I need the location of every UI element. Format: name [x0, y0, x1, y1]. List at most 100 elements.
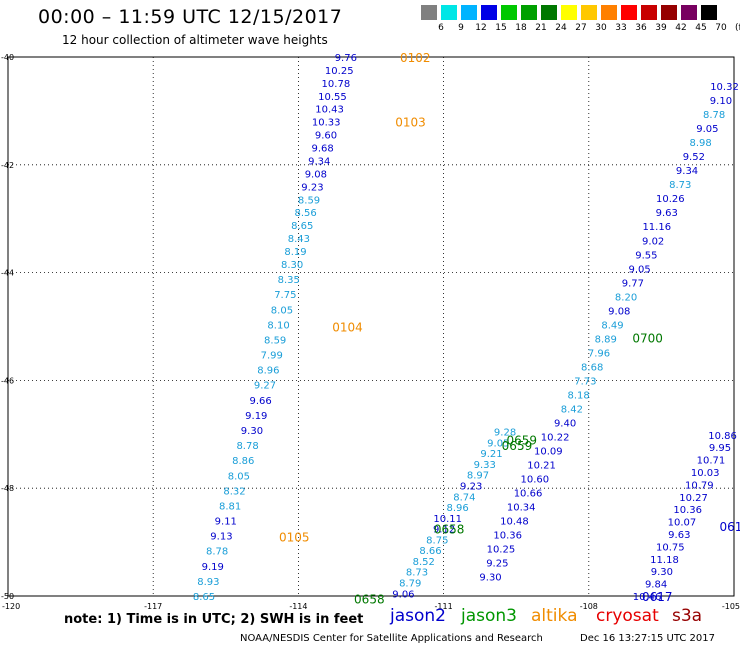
latitude-label: -44 — [1, 269, 14, 278]
wave-height-label: 10.25 — [325, 66, 354, 77]
wave-height-label: 8.35 — [278, 275, 300, 286]
wave-height-label: 9.40 — [554, 418, 576, 429]
wave-height-label: 10.78 — [322, 79, 351, 90]
wave-height-label: 8.32 — [223, 486, 245, 497]
wave-height-label: 8.59 — [298, 195, 320, 206]
color-scale-label: 30 — [595, 23, 607, 33]
wave-height-label: 9.10 — [710, 96, 732, 107]
latitude-label: -48 — [1, 484, 14, 493]
color-scale-label: 9 — [458, 23, 464, 33]
track-jason2-west: 9.7610.2510.7810.5510.4310.339.609.689.3… — [193, 53, 357, 603]
wave-height-label: 8.49 — [601, 320, 623, 331]
color-swatch — [501, 5, 517, 20]
wave-height-label: 9.23 — [301, 182, 323, 193]
legend-altika: altika — [531, 606, 578, 626]
wave-height-label: 8.96 — [447, 503, 469, 514]
wave-height-label: 8.98 — [689, 138, 711, 149]
color-scale-label: 45 — [695, 23, 707, 33]
wave-height-label: 9.63 — [656, 208, 678, 219]
wave-height-label: 10.03 — [691, 468, 720, 479]
color-swatch — [481, 5, 497, 20]
wave-height-label: 9.05 — [696, 124, 718, 135]
wave-height-label: 8.65 — [291, 221, 313, 232]
longitude-label: -111 — [435, 602, 453, 611]
wave-height-label: 8.59 — [264, 335, 286, 346]
credit-text: NOAA/NESDIS Center for Satellite Applica… — [240, 633, 543, 644]
wave-height-label: 7.75 — [274, 290, 296, 301]
wave-height-label: 8.78 — [703, 110, 725, 121]
color-scale-label: 15 — [495, 23, 507, 33]
color-swatch — [561, 5, 577, 20]
wave-height-label: 9.12 — [433, 525, 455, 536]
wave-height-label: 8.74 — [453, 492, 475, 503]
wave-height-label: 10.66 — [514, 489, 543, 500]
wave-height-label: 9.27 — [254, 381, 276, 392]
wave-height-label: 8.81 — [219, 501, 241, 512]
longitude-label: -120 — [2, 602, 20, 611]
generated-timestamp: Dec 16 13:27:15 UTC 2017 — [580, 633, 715, 644]
wave-height-label: 8.42 — [561, 404, 583, 415]
wave-height-label: 10.22 — [541, 432, 570, 443]
wave-height-label: 10.33 — [312, 118, 341, 129]
wave-height-label: 7.99 — [261, 351, 283, 362]
wave-height-label: 9.19 — [245, 411, 267, 422]
units-note: note: 1) Time is in UTC; 2) SWH is in fe… — [64, 612, 364, 627]
wave-height-label: 9.05 — [628, 264, 650, 275]
pass-time-label: 0618 — [719, 520, 740, 534]
wave-height-label: 10.32 — [710, 82, 739, 93]
wave-height-label: 9.95 — [709, 443, 731, 454]
wave-height-label: 10.36 — [673, 505, 702, 516]
wave-height-label: 8.18 — [568, 390, 590, 401]
wave-height-label: 9.55 — [635, 250, 657, 261]
wave-height-label: 11.16 — [642, 222, 671, 233]
graticule — [8, 57, 734, 596]
latitude-label: -40 — [1, 53, 14, 62]
wave-height-label: 10.43 — [315, 105, 344, 116]
wave-height-label: 10.26 — [656, 194, 685, 205]
color-scale-label: 39 — [655, 23, 667, 33]
color-swatch — [541, 5, 557, 20]
color-swatch — [641, 5, 657, 20]
color-swatch — [701, 5, 717, 20]
wave-height-label: 11.18 — [650, 555, 679, 566]
color-swatch — [521, 5, 537, 20]
wave-height-label: 8.19 — [284, 247, 306, 258]
wave-height-label: 10.11 — [433, 514, 462, 525]
wave-height-label: 7.73 — [574, 376, 596, 387]
wave-height-label: 9.08 — [305, 169, 327, 180]
wave-height-label: 8.65 — [193, 592, 215, 603]
wave-height-label: 8.73 — [406, 568, 428, 579]
wave-height-label: 9.33 — [474, 460, 496, 471]
color-swatch — [601, 5, 617, 20]
wave-height-label: 9.19 — [202, 562, 224, 573]
pass-time-label: 0658 — [354, 593, 385, 607]
wave-height-label: 8.78 — [236, 441, 258, 452]
pass-time-label: 0658 — [434, 523, 465, 537]
wave-height-label: 8.79 — [399, 579, 421, 590]
wave-height-label: 10.21 — [527, 460, 556, 471]
wave-height-label: 8.86 — [232, 456, 254, 467]
wave-height-label: 9.23 — [460, 482, 482, 493]
wave-height-label: 9.66 — [250, 396, 272, 407]
wave-height-label: 9.60 — [315, 131, 337, 142]
wave-height-label: 7.96 — [588, 348, 610, 359]
pass-time-label: 0617 — [642, 590, 673, 604]
color-scale-unit: (ft) — [735, 23, 740, 33]
wave-height-label: 8.43 — [288, 234, 310, 245]
wave-height-label: 8.68 — [581, 362, 603, 373]
pass-time-label: 0659 — [502, 439, 533, 453]
wave-height-label: 8.05 — [228, 471, 250, 482]
pass-time-label: 0659 — [507, 434, 538, 448]
color-scale-label: 21 — [535, 23, 547, 33]
wave-height-label: 9.30 — [241, 426, 263, 437]
wave-height-label: 8.52 — [413, 557, 435, 568]
color-scale-label: 36 — [635, 23, 647, 33]
color-scale-label: 70 — [715, 23, 727, 33]
legend-jason2: jason2 — [390, 606, 446, 626]
wave-height-label: 9.30 — [479, 573, 501, 584]
wave-height-label: 9.77 — [622, 278, 644, 289]
latitude-label: -42 — [1, 161, 14, 170]
color-scale-label: 6 — [438, 23, 444, 33]
wave-height-label: 10.75 — [656, 542, 685, 553]
wave-height-label: 10.48 — [500, 517, 529, 528]
